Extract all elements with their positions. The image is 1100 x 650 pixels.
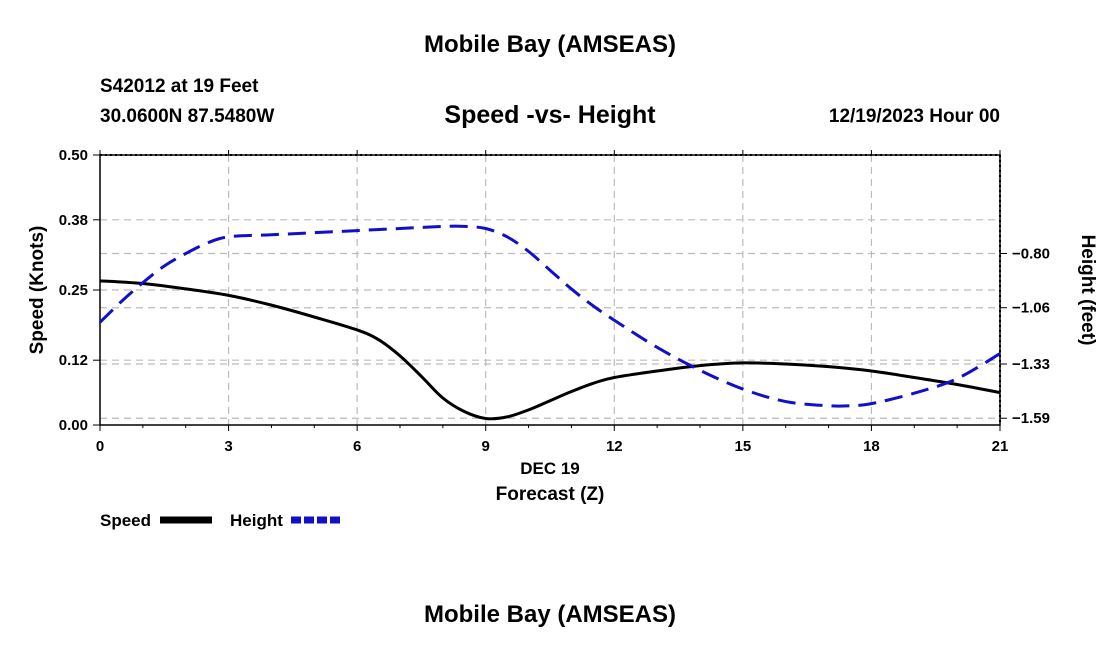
x-axis-date-label: DEC 19 xyxy=(520,459,580,478)
x-tick-label: 21 xyxy=(992,438,1009,455)
y2-tick-label: −0.80 xyxy=(1012,246,1050,263)
x-tick-label: 12 xyxy=(606,438,623,455)
y-tick-label: 0.25 xyxy=(59,282,88,299)
chart-title: Speed -vs- Height xyxy=(444,101,656,129)
x-tick-label: 6 xyxy=(353,438,361,455)
legend-label-speed: Speed xyxy=(100,511,151,530)
y2-tick-label: −1.33 xyxy=(1012,356,1050,373)
page-title: Mobile Bay (AMSEAS) xyxy=(423,31,677,58)
station-coordinates: 30.0600N 87.5480W xyxy=(100,106,275,127)
y-tick-label: 0.50 xyxy=(59,147,88,164)
station-label: S42012 at 19 Feet xyxy=(100,76,259,97)
x-tick-label: 9 xyxy=(482,438,490,455)
x-axis-title: Forecast (Z) xyxy=(496,484,605,505)
legend-label-height: Height xyxy=(230,511,283,530)
y2-axis-title: Height (feet) xyxy=(1077,235,1098,346)
y2-tick-label: −1.59 xyxy=(1012,410,1050,427)
series-line-speed xyxy=(99,279,1001,421)
y-tick-label: 0.00 xyxy=(59,417,88,434)
x-tick-label: 18 xyxy=(863,438,880,455)
y-tick-label: 0.12 xyxy=(59,352,88,369)
axis-labels: 0 3 6 9 12 15 18 21 0.00 0.12 0.25 0.38 0.50 −1.59 −1.… xyxy=(27,147,1098,505)
series-line-height xyxy=(98,224,1001,408)
y-tick-label: 0.38 xyxy=(59,212,88,229)
y2-tick-label: −1.06 xyxy=(1012,300,1050,317)
grid xyxy=(100,154,1001,425)
legend: Speed Height xyxy=(100,511,343,530)
series xyxy=(98,224,1001,421)
x-tick-label: 15 xyxy=(735,438,752,455)
forecast-date: 12/19/2023 Hour 00 xyxy=(828,106,1000,127)
x-tick-label: 3 xyxy=(224,438,232,455)
x-tick-label: 0 xyxy=(96,438,104,455)
footer-title: Mobile Bay (AMSEAS) xyxy=(423,601,677,628)
y-axis-title: Speed (Knots) xyxy=(27,226,48,355)
axis-ticks xyxy=(93,150,1007,431)
